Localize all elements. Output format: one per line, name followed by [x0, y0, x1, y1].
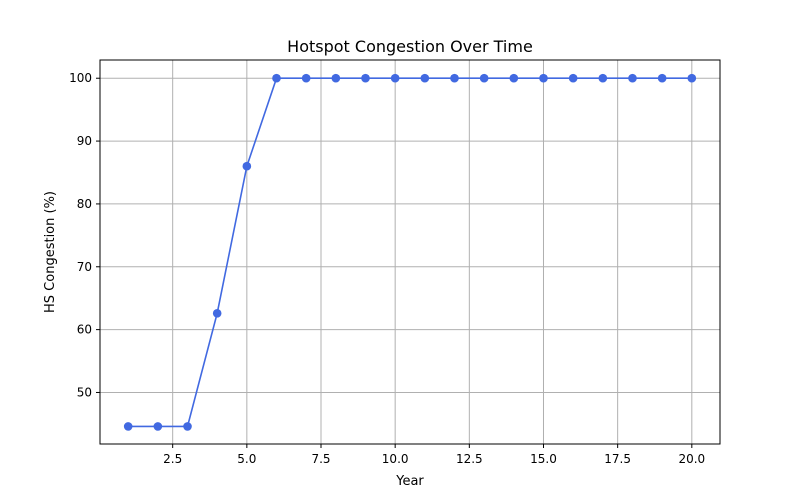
- x-tick-label: 2.5: [163, 452, 182, 466]
- y-tick-label: 80: [77, 197, 92, 211]
- series-line: [128, 77, 692, 428]
- plot-frame: [99, 59, 721, 445]
- x-tick-label: 17.5: [604, 452, 631, 466]
- x-axis-label: Year: [395, 474, 424, 489]
- data-point: [153, 422, 163, 431]
- x-tick-label: 15.0: [530, 452, 557, 466]
- data-point: [123, 422, 133, 431]
- data-point: [390, 73, 400, 83]
- data-point: [420, 73, 430, 83]
- y-tick-label: 50: [77, 385, 92, 399]
- data-series: [123, 73, 697, 431]
- x-tick-label: 20.0: [678, 452, 705, 466]
- data-point: [628, 73, 637, 83]
- data-point: [301, 73, 311, 83]
- data-point: [212, 308, 222, 318]
- chart-title: Hotspot Congestion Over Time: [287, 37, 533, 56]
- data-point: [183, 422, 192, 431]
- axis-ticks: 2.5 5.0 7.5 10.0 12.5 15.0 17.5 20.0 50 60 70 80 90 1…: [69, 71, 705, 466]
- y-axis-label: HS Congestion (%): [43, 191, 58, 313]
- y-tick-label: 60: [77, 323, 92, 337]
- data-point: [657, 73, 667, 83]
- data-point: [479, 73, 489, 83]
- x-tick-label: 10.0: [382, 452, 409, 466]
- plot-area: [100, 60, 720, 444]
- x-tick-label: 12.5: [456, 452, 483, 466]
- data-point: [539, 73, 548, 83]
- data-point: [272, 73, 281, 83]
- data-point: [361, 73, 370, 83]
- data-point: [242, 161, 252, 171]
- x-tick-label: 7.5: [311, 452, 330, 466]
- data-point: [450, 73, 459, 83]
- data-point: [598, 73, 608, 83]
- data-point: [509, 73, 519, 83]
- y-tick-label: 90: [77, 134, 92, 148]
- data-point: [331, 73, 341, 83]
- data-point: [568, 73, 578, 83]
- x-tick-label: 5.0: [237, 452, 256, 466]
- y-tick-label: 100: [69, 71, 92, 85]
- data-point: [687, 73, 697, 83]
- y-tick-label: 70: [77, 260, 92, 274]
